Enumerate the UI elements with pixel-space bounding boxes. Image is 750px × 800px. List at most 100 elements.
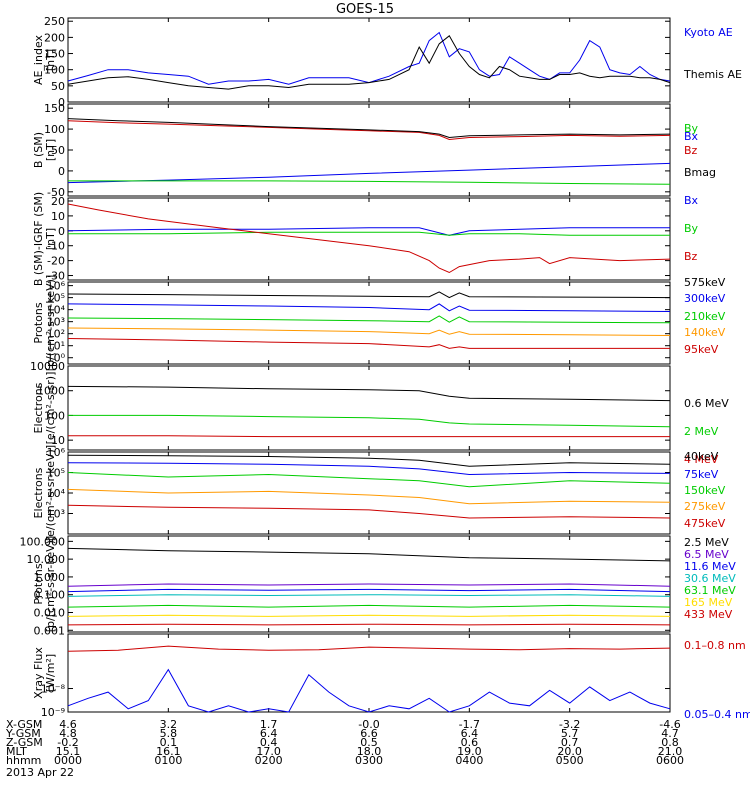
ephemeris-value: 18.0	[357, 745, 382, 758]
ephemeris-value: 15.1	[56, 745, 81, 758]
y-tick-label: 1000	[37, 385, 65, 398]
legend-entry: 0.1–0.8 nm	[684, 639, 746, 652]
legend-entry: 6.5 MeV	[684, 548, 729, 561]
ephemeris-value: -0.2	[57, 736, 78, 749]
y-tick-label: 10.000	[27, 553, 66, 566]
legend-entry: 140keV	[684, 326, 726, 339]
y-tick-label: 250	[44, 15, 65, 28]
y-tick-label: 100	[44, 123, 65, 136]
y-tick-label: 100.000	[20, 535, 66, 548]
legend-entry: 2 MeV	[684, 425, 719, 438]
series-line-electrons2-4	[67, 504, 671, 519]
ephemeris-value: 0.4	[260, 736, 278, 749]
y-tick-label: 150	[44, 48, 65, 61]
y-tick-label: -50	[47, 186, 65, 199]
ephemeris-value: 5.7	[561, 727, 579, 740]
series-line-electrons2-3	[67, 488, 671, 505]
y-tick-label: 0	[58, 225, 65, 238]
legend-entry: By	[684, 222, 699, 235]
ephemeris-value: 1.7	[260, 718, 278, 731]
series-line-electrons2-0	[67, 454, 671, 467]
y-tick-label: 10²	[47, 328, 65, 341]
ephemeris-value: 20.0	[557, 745, 582, 758]
y-axis-label: [nT]	[44, 49, 57, 71]
ephemeris-value: 6.6	[360, 727, 378, 740]
date-label: 2013 Apr 22	[6, 766, 74, 779]
y-axis-label: [W/m²]	[44, 654, 57, 692]
ephemeris-value: 4.7	[661, 727, 679, 740]
legend-entry: Bz	[684, 250, 698, 263]
y-tick-label: -30	[47, 270, 65, 283]
legend-entry: 0.6 MeV	[684, 397, 729, 410]
series-line-electrons1-0	[67, 385, 671, 402]
legend-entry: 475keV	[684, 517, 726, 530]
series-line-xray-0	[67, 645, 671, 652]
series-line-protons2-3	[67, 594, 671, 597]
legend-entry: 165 MeV	[684, 596, 733, 609]
panel-frame	[67, 633, 671, 713]
series-line-electrons2-1	[67, 462, 671, 476]
y-axis-label: Electrons	[32, 467, 45, 518]
ephemeris-row-label: MLT	[6, 745, 27, 758]
y-axis-label: [nT]	[44, 139, 57, 161]
legend-entry: 95keV	[684, 343, 719, 356]
y-tick-label: 50	[51, 144, 65, 157]
y-tick-label: -20	[47, 255, 65, 268]
y-axis-label: Electrons	[32, 382, 45, 433]
series-line-protons2-6	[67, 623, 671, 626]
ephemeris-value: 5.8	[160, 727, 178, 740]
series-line-ae-0	[67, 31, 671, 85]
y-axis-label: [p/(cm²-s-sr-keV)]	[44, 536, 57, 633]
ephemeris-row-label: Y-GSM	[5, 727, 41, 740]
legend-entry: 75keV	[684, 468, 719, 481]
legend-entry: 4 MeV	[684, 453, 719, 466]
ephemeris-value: 17.0	[256, 745, 281, 758]
series-line-bsm-2	[67, 120, 671, 141]
ephemeris-value: -0.0	[358, 718, 379, 731]
series-line-bsm-1	[68, 180, 671, 185]
legend-entry: 433 MeV	[684, 608, 733, 621]
y-tick-label: 150	[44, 102, 65, 115]
ephemeris-value: 3.2	[160, 718, 178, 731]
panel-frame	[67, 197, 671, 281]
y-axis-label: AE_index	[32, 34, 45, 85]
y-tick-label: 10⁴	[47, 487, 66, 500]
series-line-protons1-0	[67, 291, 671, 299]
series-line-protons2-1	[67, 583, 671, 587]
y-tick-label: 10⁰	[47, 352, 66, 365]
series-line-electrons1-2	[68, 435, 670, 438]
y-tick-label: 50	[51, 80, 65, 93]
ephemeris-row-label: Z-GSM	[6, 736, 43, 749]
legend-entry: 575keV	[684, 276, 726, 289]
y-tick-label: 10⁻⁹	[41, 706, 65, 719]
legend-entry: Kyoto AE	[684, 26, 733, 39]
legend-entry: 63.1 MeV	[684, 584, 736, 597]
series-line-electrons2-2	[67, 472, 671, 488]
ephemeris-value: 0000	[54, 754, 82, 767]
ephemeris-value: 6.4	[260, 727, 278, 740]
y-tick-label: 0	[58, 96, 65, 109]
ephemeris-value: 0.1	[160, 736, 178, 749]
legend-entry: 300keV	[684, 292, 726, 305]
legend-entry: Bx	[684, 194, 699, 207]
panel-protons2: 0.001 0.010 0.100 1.000 10.000 100.000 Protons…	[20, 535, 737, 637]
series-line-protons2-4	[67, 604, 671, 608]
y-axis-label: [e/(cm²-s-sr)]	[44, 372, 57, 445]
y-tick-label: 10³	[47, 316, 65, 329]
ephemeris-value: -1.7	[459, 718, 480, 731]
y-axis-label: Xray Flux	[32, 647, 45, 699]
ephemeris-value: 0500	[556, 754, 584, 767]
series-line-bigrf-2	[67, 203, 671, 274]
series-line-protons1-2	[67, 315, 671, 324]
y-tick-label: 10	[51, 210, 65, 223]
y-axis-label: B (SM)	[32, 132, 45, 168]
y-tick-label: 0	[58, 165, 65, 178]
y-tick-label: -10	[47, 240, 65, 253]
y-tick-label: 0.010	[34, 606, 66, 619]
y-tick-label: 100	[44, 409, 65, 422]
y-tick-label: 0.001	[34, 624, 66, 637]
ephemeris-value: 0.7	[561, 736, 579, 749]
